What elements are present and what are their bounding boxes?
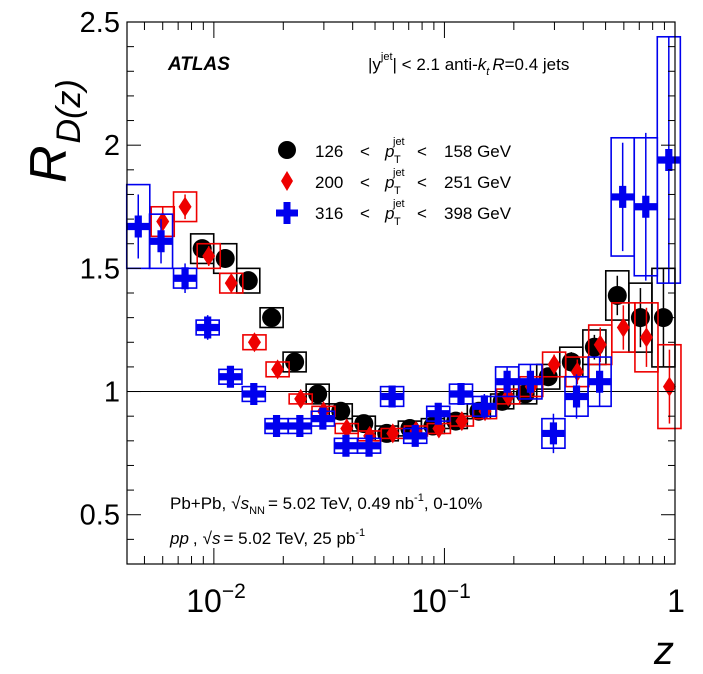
- data-point-circle: [331, 401, 351, 421]
- legend-entry: 200 < pjet T <251 GeV: [281, 167, 512, 197]
- series-diamond: [150, 191, 682, 446]
- data-point-cross: [174, 267, 197, 290]
- y-tick-label: 1: [104, 377, 120, 409]
- collision-info-pp: pp, √s = 5.02 TeV, 25 pb-1: [169, 527, 365, 548]
- legend-marker-diamond: [281, 171, 293, 191]
- y-tick-label: 1.5: [80, 253, 120, 285]
- data-point-diamond: [593, 334, 607, 355]
- data-point-diamond: [156, 211, 170, 232]
- data-point-cross: [381, 385, 404, 408]
- data-point-cross: [542, 422, 565, 445]
- sys-error-box: [235, 267, 261, 294]
- data-point-cross: [334, 434, 357, 457]
- data-point-cross: [565, 385, 588, 408]
- data-point-cross: [242, 383, 265, 406]
- legend-label: 316 < pjet T <398 GeV: [315, 198, 512, 228]
- data-point-circle: [262, 308, 282, 328]
- y-tick-label: 2.5: [80, 7, 120, 39]
- data-point-diamond: [386, 423, 400, 444]
- legend-entry: 126 < pjet T <158 GeV: [278, 136, 512, 166]
- data-point-diamond: [455, 411, 469, 432]
- plot-frame: [126, 21, 676, 565]
- sys-error-box: [172, 191, 198, 223]
- data-point-cross: [657, 148, 680, 171]
- atlas-label: ATLAS: [167, 54, 230, 75]
- data-point-diamond: [224, 273, 238, 294]
- data-point-diamond: [294, 388, 308, 409]
- collision-info-pbpb: Pb+Pb, √sNN = 5.02 TeV, 0.49 nb-1, 0-10%: [170, 492, 482, 517]
- y-tick-label: 0.5: [80, 500, 120, 532]
- series-cross: [125, 35, 682, 457]
- data-point-cross: [288, 415, 311, 438]
- legend-label: 126 < pjet T <158 GeV: [315, 136, 512, 166]
- data-point-cross: [219, 365, 242, 388]
- data-point-cross: [496, 370, 519, 393]
- data-point-cross: [311, 407, 334, 430]
- data-point-diamond: [616, 317, 630, 338]
- legend-marker-circle: [278, 141, 296, 159]
- sys-error-box: [657, 343, 682, 430]
- y-tick-labels: 0.5 1 1.5 2 2.5: [80, 7, 120, 532]
- y-tick-label: 2: [104, 130, 120, 162]
- x-tick-labels: 10−2 10−1 1: [186, 580, 685, 619]
- data-point-circle: [607, 285, 627, 305]
- x-tick-label: 10−2: [186, 580, 246, 619]
- chart-marks: [125, 35, 682, 457]
- x-tick-label: 1: [667, 583, 685, 619]
- data-point-cross: [127, 215, 150, 238]
- data-point-cross: [427, 402, 450, 425]
- data-point-diamond: [639, 327, 653, 348]
- legend: 126 < pjet T <158 GeV 200 < pjet T <251 GeV 316 <…: [276, 136, 512, 228]
- data-point-cross: [450, 383, 473, 406]
- sys-error-box: [148, 213, 174, 270]
- data-point-cross: [519, 370, 542, 393]
- data-point-diamond: [271, 359, 285, 380]
- data-point-cross: [265, 415, 288, 438]
- data-point-cross: [588, 370, 611, 393]
- legend-marker-cross: [276, 202, 298, 224]
- data-point-cross: [634, 195, 657, 218]
- sys-error-box: [196, 242, 222, 270]
- data-point-diamond: [247, 332, 261, 353]
- legend-entry: 316 < pjet T <398 GeV: [276, 198, 512, 228]
- selection-label: |yjet| < 2.1 anti-kt R=0.4 jets: [368, 51, 569, 78]
- data-point-cross: [358, 434, 381, 457]
- data-point-diamond: [178, 196, 192, 217]
- data-point-cross: [150, 230, 173, 253]
- data-point-diamond: [547, 354, 561, 375]
- data-point-cross: [611, 185, 634, 208]
- data-point-circle: [215, 249, 235, 269]
- sys-error-box: [259, 306, 284, 329]
- x-axis-title: z: [653, 629, 674, 673]
- x-tick-label: 10−1: [411, 580, 471, 619]
- data-point-cross: [196, 316, 219, 339]
- sys-error-box: [634, 302, 659, 373]
- y-axis-title: RD(z): [20, 79, 88, 183]
- data-point-cross: [404, 424, 427, 447]
- data-point-diamond: [662, 376, 676, 397]
- data-point-cross: [473, 395, 496, 418]
- legend-label: 200 < pjet T <251 GeV: [315, 167, 512, 197]
- axes-ticks: [127, 21, 676, 565]
- data-point-diamond: [202, 246, 216, 267]
- data-point-diamond: [340, 418, 354, 439]
